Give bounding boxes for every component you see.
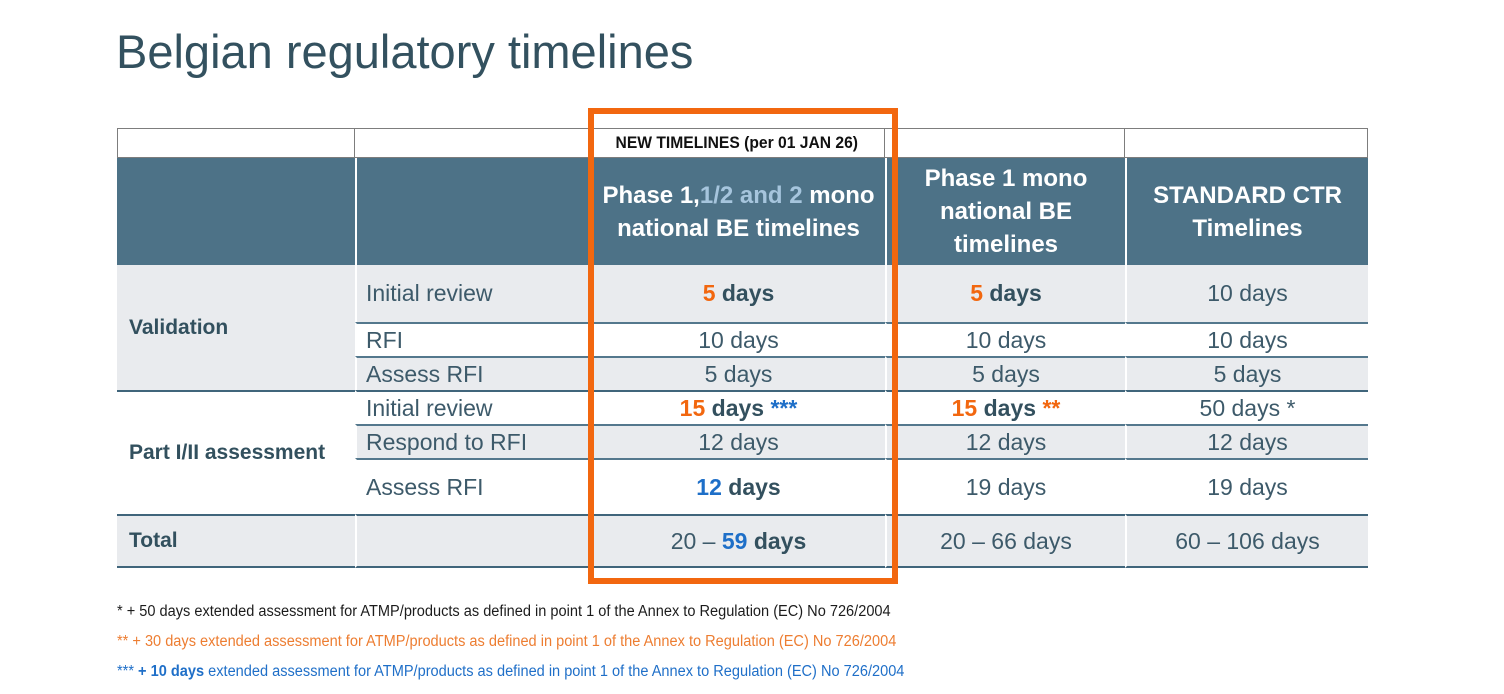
header-row: Phase 1,1/2 and 2 mono national BE timel… — [117, 158, 1368, 265]
cell-new-timeline: 12 days — [590, 458, 885, 514]
cell-standard-timeline: 19 days — [1125, 458, 1368, 514]
banner-empty-cell-2 — [355, 128, 590, 158]
total-label: Total — [117, 514, 355, 568]
group-label-part-assessment: Part I/II assessment — [117, 390, 355, 514]
sub-label: Initial review — [355, 265, 590, 322]
cell-phase1-timeline: 19 days — [885, 458, 1125, 514]
cell-new-timeline: 10 days — [590, 322, 885, 356]
cell-phase1-timeline-total: 20 – 66 days — [885, 514, 1125, 568]
value-unit: days — [705, 394, 771, 421]
row-total: Total 20 – 59 days 20 – 66 days 60 – 106… — [117, 514, 1368, 568]
cell-standard-timeline: 12 days — [1125, 424, 1368, 458]
sub-label: RFI — [355, 322, 590, 356]
header-empty-cell-2 — [355, 158, 590, 265]
cell-standard-timeline-total: 60 – 106 days — [1125, 514, 1368, 568]
cell-phase1-timeline: 10 days — [885, 322, 1125, 356]
header-empty-cell-1 — [117, 158, 355, 265]
cell-phase1-timeline: 12 days — [885, 424, 1125, 458]
footnote-2: ** + 30 days extended assessment for ATM… — [117, 633, 897, 650]
cell-new-timeline: 5 days — [590, 356, 885, 390]
row-part-respond-rfi: Respond to RFI 12 days 12 days 12 days — [117, 424, 1368, 458]
col-header-new-line2: mono national BE timelines — [617, 181, 875, 242]
col-header-new-accent: 1/2 and 2 — [699, 181, 803, 209]
cell-new-timeline: 5 days — [590, 265, 885, 322]
cell-new-timeline: 12 days — [590, 424, 885, 458]
banner-row: NEW TIMELINES (per 01 JAN 26) — [117, 128, 1368, 158]
sub-label: Assess RFI — [355, 458, 590, 514]
sub-label: Respond to RFI — [355, 424, 590, 458]
row-part-assess-rfi: Assess RFI 12 days 19 days 19 days — [117, 458, 1368, 514]
new-timelines-banner: NEW TIMELINES (per 01 JAN 26) — [590, 128, 885, 158]
value-number: 12 — [696, 473, 722, 500]
footnote-marker: ** — [1042, 394, 1061, 421]
value-number: 15 — [679, 394, 706, 421]
value-unit: days — [747, 527, 807, 554]
group-label-validation: Validation — [117, 265, 355, 390]
value-number: 59 — [721, 527, 748, 554]
cell-phase1-timeline: 15 days ** — [885, 390, 1125, 424]
footnote-1: * + 50 days extended assessment for ATMP… — [117, 603, 891, 620]
footnote-3: *** + 10 days extended assessment for AT… — [117, 662, 904, 681]
cell-phase1-timeline: 5 days — [885, 265, 1125, 322]
row-validation-assess-rfi: Assess RFI 5 days 5 days 5 days — [117, 356, 1368, 390]
footnotes: * + 50 days extended assessment for ATMP… — [117, 602, 955, 692]
value-prefix: 20 – — [670, 527, 722, 554]
banner-empty-cell-1 — [117, 128, 355, 158]
cell-standard-timeline: 50 days * — [1125, 390, 1368, 424]
value-unit: days — [982, 280, 1042, 306]
value-number: 5 — [702, 280, 716, 306]
cell-new-timeline: 15 days *** — [590, 390, 885, 424]
timelines-table: NEW TIMELINES (per 01 JAN 26) Phase 1,1/… — [117, 128, 1368, 568]
cell-standard-timeline: 10 days — [1125, 322, 1368, 356]
cell-standard-timeline: 5 days — [1125, 356, 1368, 390]
footnote-3-bold: + 10 days — [138, 663, 205, 680]
sub-label: Initial review — [355, 390, 590, 424]
col-header-new-timelines: Phase 1,1/2 and 2 mono national BE timel… — [590, 158, 885, 265]
page-title: Belgian regulatory timelines — [116, 25, 694, 78]
row-part-initial-review: Part I/II assessment Initial review 15 d… — [117, 390, 1368, 514]
cell-new-timeline-total: 20 – 59 days — [590, 514, 885, 568]
banner-label: NEW TIMELINES (per 01 JAN 26) — [615, 133, 859, 152]
value-unit: days — [977, 394, 1043, 421]
value-number: 5 — [970, 280, 983, 306]
col-header-phase1-mono: Phase 1 mono national BE timelines — [885, 158, 1125, 265]
footnote-3-rest: extended assessment for ATMP/products as… — [204, 663, 905, 680]
banner-empty-cell-4 — [1125, 128, 1368, 158]
row-validation-rfi: RFI 10 days 10 days 10 days — [117, 322, 1368, 356]
cell-standard-timeline: 10 days — [1125, 265, 1368, 322]
total-spacer-cell — [355, 514, 590, 568]
value-number: 15 — [951, 394, 978, 421]
banner-empty-cell-3 — [885, 128, 1125, 158]
value-unit: days — [721, 473, 781, 500]
footnote-3-marker: *** — [117, 663, 139, 680]
footnote-marker: *** — [770, 394, 798, 421]
col-header-standard-ctr: STANDARD CTR Timelines — [1125, 158, 1368, 265]
cell-phase1-timeline: 5 days — [885, 356, 1125, 390]
value-unit: days — [715, 280, 775, 306]
sub-label: Assess RFI — [355, 356, 590, 390]
row-validation-initial-review: Validation Initial review 5 days 5 days … — [117, 265, 1368, 390]
col-header-new-main: Phase 1, — [602, 181, 700, 209]
